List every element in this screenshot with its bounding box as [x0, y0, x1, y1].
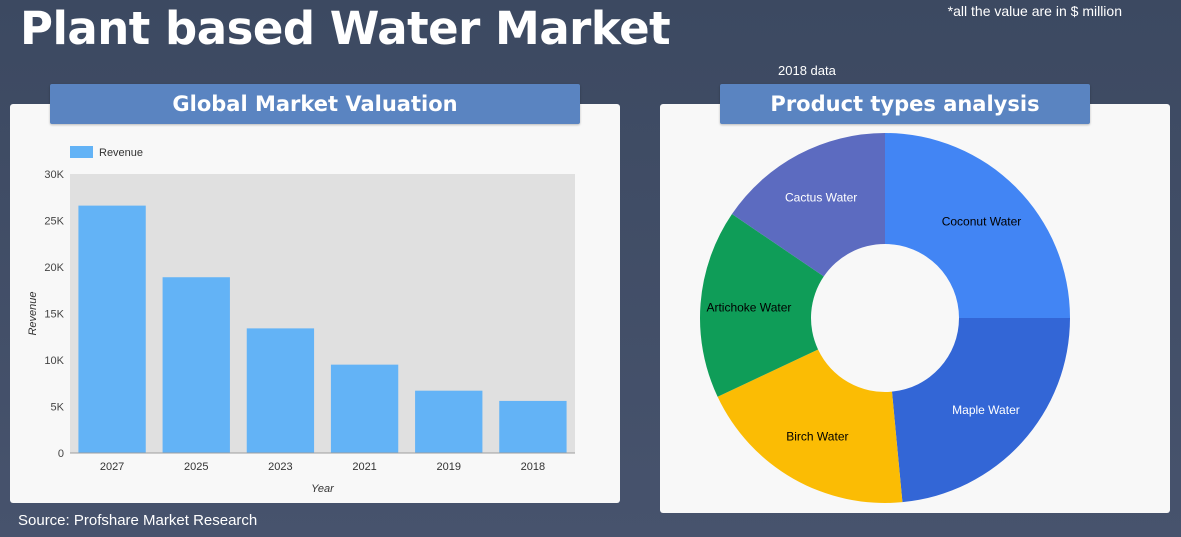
y-tick-label: 0	[58, 448, 64, 460]
y-tick-label: 10K	[44, 355, 64, 367]
x-tick-label: 2019	[437, 461, 461, 473]
x-tick-label: 2023	[268, 461, 292, 473]
x-tick-label: 2027	[100, 461, 124, 473]
bar-2023	[246, 328, 315, 453]
slice-label-artichoke-water: Artichoke Water	[706, 300, 791, 314]
slice-maple-water	[891, 318, 1070, 503]
product-types-header: Product types analysis	[720, 84, 1090, 124]
bar-2027	[78, 205, 146, 453]
y-tick-label: 5K	[51, 402, 65, 414]
slice-label-coconut-water: Coconut Water	[942, 214, 1022, 228]
market-valuation-header: Global Market Valuation	[50, 84, 580, 124]
slice-cactus-water	[731, 133, 885, 277]
x-tick-label: 2025	[184, 461, 208, 473]
bar-2019	[415, 390, 483, 453]
data-year-note: 2018 data	[778, 63, 836, 78]
y-tick-label: 30K	[44, 169, 64, 181]
legend-label: Revenue	[99, 147, 143, 159]
slice-label-birch-water: Birch Water	[786, 430, 848, 444]
bar-2018	[499, 400, 567, 453]
page-title: Plant based Water Market	[20, 2, 671, 55]
bar-chart: 0 5K 10K 15K 20K 25K 30K 2027 2025 2023 2021 2019 20…	[27, 146, 575, 495]
x-axis-label: Year	[311, 483, 335, 495]
y-tick-label: 15K	[44, 309, 64, 321]
y-axis-label: Revenue	[27, 291, 39, 335]
y-tick-label: 25K	[44, 216, 64, 228]
bar-2021	[330, 364, 399, 453]
slice-label-maple-water: Maple Water	[952, 403, 1020, 417]
slice-label-cactus-water: Cactus Water	[785, 190, 857, 204]
slice-coconut-water	[885, 133, 1070, 318]
y-tick-label: 20K	[44, 262, 64, 274]
donut-chart: Coconut Water Maple Water Birch Water Artic…	[700, 133, 1070, 503]
legend-swatch	[70, 146, 93, 158]
plot-area	[70, 174, 575, 453]
bar-2025	[162, 277, 230, 453]
product-types-panel: Coconut Water Maple Water Birch Water Artic…	[660, 104, 1170, 513]
source-note: Source: Profshare Market Research	[18, 512, 258, 529]
x-tick-label: 2018	[521, 461, 545, 473]
market-valuation-panel: 0 5K 10K 15K 20K 25K 30K 2027 2025 2023 2021 2019 20…	[10, 104, 620, 503]
slice-artichoke-water	[700, 214, 824, 397]
units-note: *all the value are in $ million	[947, 3, 1122, 19]
slice-birch-water	[717, 349, 903, 503]
x-tick-label: 2021	[352, 461, 376, 473]
